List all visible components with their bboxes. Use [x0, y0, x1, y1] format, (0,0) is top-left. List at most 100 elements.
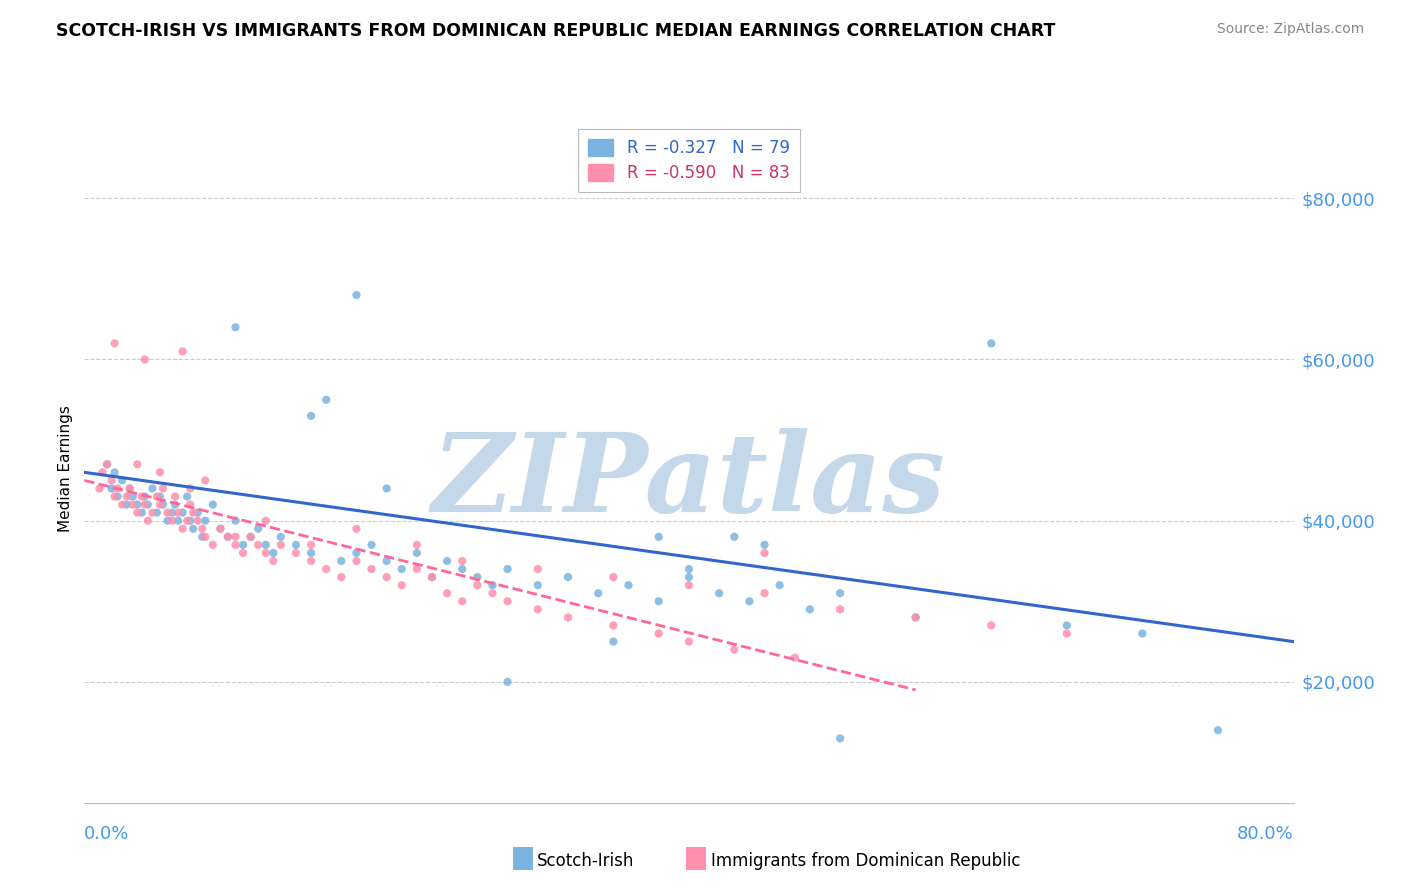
- Text: SCOTCH-IRISH VS IMMIGRANTS FROM DOMINICAN REPUBLIC MEDIAN EARNINGS CORRELATION C: SCOTCH-IRISH VS IMMIGRANTS FROM DOMINICA…: [56, 22, 1056, 40]
- Point: [783, 650, 806, 665]
- Text: Immigrants from Dominican Republic: Immigrants from Dominican Republic: [711, 852, 1021, 870]
- Point: [149, 490, 172, 504]
- Text: 0.0%: 0.0%: [84, 825, 129, 843]
- Point: [799, 602, 821, 616]
- Point: [451, 554, 474, 568]
- Point: [496, 562, 519, 576]
- Point: [980, 336, 1002, 351]
- Point: [104, 490, 127, 504]
- Point: [134, 498, 156, 512]
- Point: [217, 530, 239, 544]
- Point: [181, 522, 204, 536]
- Point: [172, 522, 194, 536]
- Point: [160, 506, 183, 520]
- Point: [134, 490, 156, 504]
- Point: [299, 409, 322, 423]
- Point: [262, 554, 284, 568]
- Point: [330, 554, 353, 568]
- Point: [830, 586, 852, 600]
- Point: [181, 506, 204, 520]
- Point: [152, 498, 174, 512]
- Point: [299, 554, 322, 568]
- Point: [602, 634, 624, 648]
- Point: [247, 538, 270, 552]
- Point: [165, 498, 187, 512]
- Point: [96, 457, 118, 471]
- Point: [217, 530, 239, 544]
- Point: [346, 554, 368, 568]
- Point: [111, 498, 134, 512]
- Point: [172, 506, 194, 520]
- Point: [527, 578, 550, 592]
- Point: [167, 514, 190, 528]
- Point: [201, 498, 224, 512]
- Point: [709, 586, 731, 600]
- Point: [115, 498, 138, 512]
- Point: [247, 522, 270, 536]
- Point: [165, 490, 187, 504]
- Point: [527, 562, 550, 576]
- Point: [754, 546, 776, 560]
- Point: [176, 490, 198, 504]
- Point: [375, 570, 398, 584]
- Point: [360, 562, 382, 576]
- Point: [127, 506, 149, 520]
- Point: [104, 336, 127, 351]
- Point: [678, 562, 700, 576]
- Point: [270, 530, 292, 544]
- Point: [239, 530, 262, 544]
- Legend: R = -0.327   N = 79, R = -0.590   N = 83: R = -0.327 N = 79, R = -0.590 N = 83: [578, 128, 800, 192]
- Point: [149, 498, 172, 512]
- Point: [1056, 618, 1078, 632]
- Point: [232, 538, 254, 552]
- Point: [232, 546, 254, 560]
- Point: [194, 474, 217, 488]
- Point: [420, 570, 443, 584]
- Point: [254, 514, 277, 528]
- Point: [209, 522, 232, 536]
- Point: [191, 530, 214, 544]
- Point: [176, 514, 198, 528]
- Point: [96, 457, 118, 471]
- Point: [146, 506, 169, 520]
- Point: [406, 562, 429, 576]
- Point: [830, 602, 852, 616]
- Point: [375, 482, 398, 496]
- Point: [648, 594, 671, 608]
- Point: [391, 578, 413, 592]
- Point: [496, 674, 519, 689]
- Point: [156, 514, 179, 528]
- Point: [187, 506, 209, 520]
- Point: [111, 474, 134, 488]
- Text: ZIPatlas: ZIPatlas: [432, 428, 946, 535]
- Point: [588, 586, 610, 600]
- Point: [346, 522, 368, 536]
- Point: [254, 538, 277, 552]
- Point: [830, 731, 852, 746]
- Point: [141, 506, 163, 520]
- Point: [172, 344, 194, 359]
- Point: [91, 466, 114, 480]
- Point: [89, 482, 111, 496]
- Point: [146, 490, 169, 504]
- Point: [127, 498, 149, 512]
- Point: [557, 570, 579, 584]
- Point: [209, 522, 232, 536]
- Point: [648, 530, 671, 544]
- Point: [136, 498, 159, 512]
- Y-axis label: Median Earnings: Median Earnings: [58, 405, 73, 532]
- Point: [406, 546, 429, 560]
- Point: [360, 538, 382, 552]
- Point: [346, 288, 368, 302]
- Point: [225, 538, 247, 552]
- Point: [904, 610, 927, 624]
- Point: [131, 506, 153, 520]
- Point: [420, 570, 443, 584]
- Point: [451, 562, 474, 576]
- Point: [107, 490, 129, 504]
- Point: [270, 538, 292, 552]
- Point: [481, 586, 503, 600]
- Point: [191, 522, 214, 536]
- Point: [225, 514, 247, 528]
- Point: [262, 546, 284, 560]
